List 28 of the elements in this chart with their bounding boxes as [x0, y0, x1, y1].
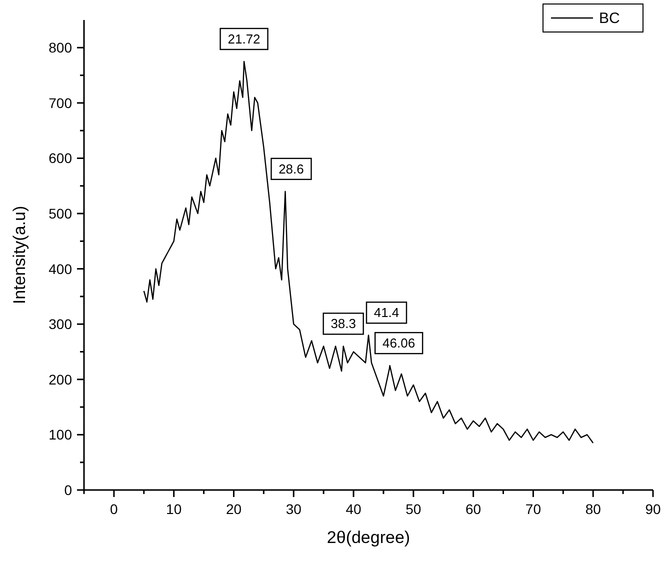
y-tick-label: 400 [48, 260, 72, 277]
y-axis-title: Intensity(a.u) [10, 206, 29, 304]
x-tick-label: 50 [406, 501, 422, 517]
x-tick-label: 20 [226, 501, 242, 517]
y-tick-label: 0 [64, 482, 72, 498]
x-tick-label: 10 [166, 501, 182, 517]
x-axis-title: 2θ(degree) [326, 528, 410, 547]
annotation: 41.4 [374, 305, 400, 320]
annotation: 28.6 [278, 161, 304, 176]
y-tick-label: 300 [48, 316, 72, 332]
y-tick-label: 100 [48, 426, 72, 443]
x-tick-label: 70 [525, 501, 542, 517]
x-tick-label: 60 [466, 501, 482, 517]
y-tick-label: 500 [48, 206, 72, 222]
legend-label: BC [599, 10, 620, 27]
x-tick-label: 0 [110, 501, 118, 517]
y-tick-label: 800 [48, 40, 72, 56]
x-tick-label: 80 [585, 501, 602, 517]
annotation: 21.72 [228, 31, 260, 46]
annotation: 46.06 [382, 336, 416, 351]
annotation: 38.3 [330, 316, 356, 332]
y-tick-label: 200 [48, 371, 72, 388]
y-tick-label: 600 [48, 150, 72, 166]
y-tick-label: 700 [48, 94, 72, 111]
x-tick-label: 30 [286, 501, 302, 517]
x-tick-label: 40 [346, 501, 362, 517]
line-series [143, 60, 594, 444]
x-tick-label: 90 [645, 501, 661, 517]
